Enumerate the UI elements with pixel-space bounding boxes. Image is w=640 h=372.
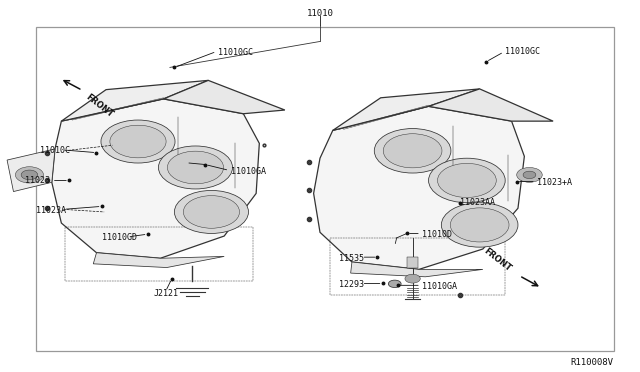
Polygon shape (93, 253, 224, 267)
Text: 11010: 11010 (307, 9, 333, 18)
Text: 11023AA: 11023AA (461, 198, 495, 207)
Polygon shape (333, 89, 479, 131)
Circle shape (168, 151, 223, 184)
Polygon shape (7, 149, 55, 192)
Polygon shape (61, 80, 208, 121)
Circle shape (110, 125, 166, 158)
Circle shape (442, 203, 518, 247)
Circle shape (174, 190, 248, 234)
Circle shape (383, 134, 442, 168)
Circle shape (523, 171, 536, 179)
Text: 11010D: 11010D (422, 230, 452, 239)
Polygon shape (52, 99, 259, 258)
Text: FRONT: FRONT (482, 246, 513, 273)
Text: 11023: 11023 (25, 176, 50, 185)
Text: FRONT: FRONT (84, 92, 115, 119)
Text: 12293: 12293 (339, 280, 364, 289)
Text: 11010GA: 11010GA (230, 167, 266, 176)
Circle shape (15, 167, 44, 183)
Circle shape (438, 163, 496, 198)
Text: 11010GC: 11010GC (505, 47, 540, 56)
Text: 11010GD: 11010GD (102, 233, 136, 243)
Circle shape (101, 120, 175, 163)
Circle shape (516, 167, 542, 182)
Text: 11535: 11535 (339, 254, 364, 263)
Text: 11010GC: 11010GC (218, 48, 253, 57)
Circle shape (451, 208, 509, 242)
Circle shape (159, 146, 232, 189)
Text: 11023A: 11023A (36, 206, 66, 215)
Text: 11010GA: 11010GA (422, 282, 457, 291)
Polygon shape (164, 80, 285, 114)
Polygon shape (429, 89, 553, 121)
Text: J2121: J2121 (154, 289, 179, 298)
Circle shape (183, 196, 239, 228)
Circle shape (21, 170, 38, 180)
Text: R110008V: R110008V (571, 358, 614, 367)
Polygon shape (351, 262, 483, 277)
Circle shape (388, 280, 401, 288)
Circle shape (429, 158, 505, 203)
Bar (36, 27, 614, 351)
Text: 11010C: 11010C (40, 146, 70, 155)
Bar (407, 257, 419, 267)
Circle shape (374, 129, 451, 173)
Text: 11023+A: 11023+A (537, 178, 572, 187)
Circle shape (405, 274, 420, 283)
Polygon shape (314, 106, 524, 269)
